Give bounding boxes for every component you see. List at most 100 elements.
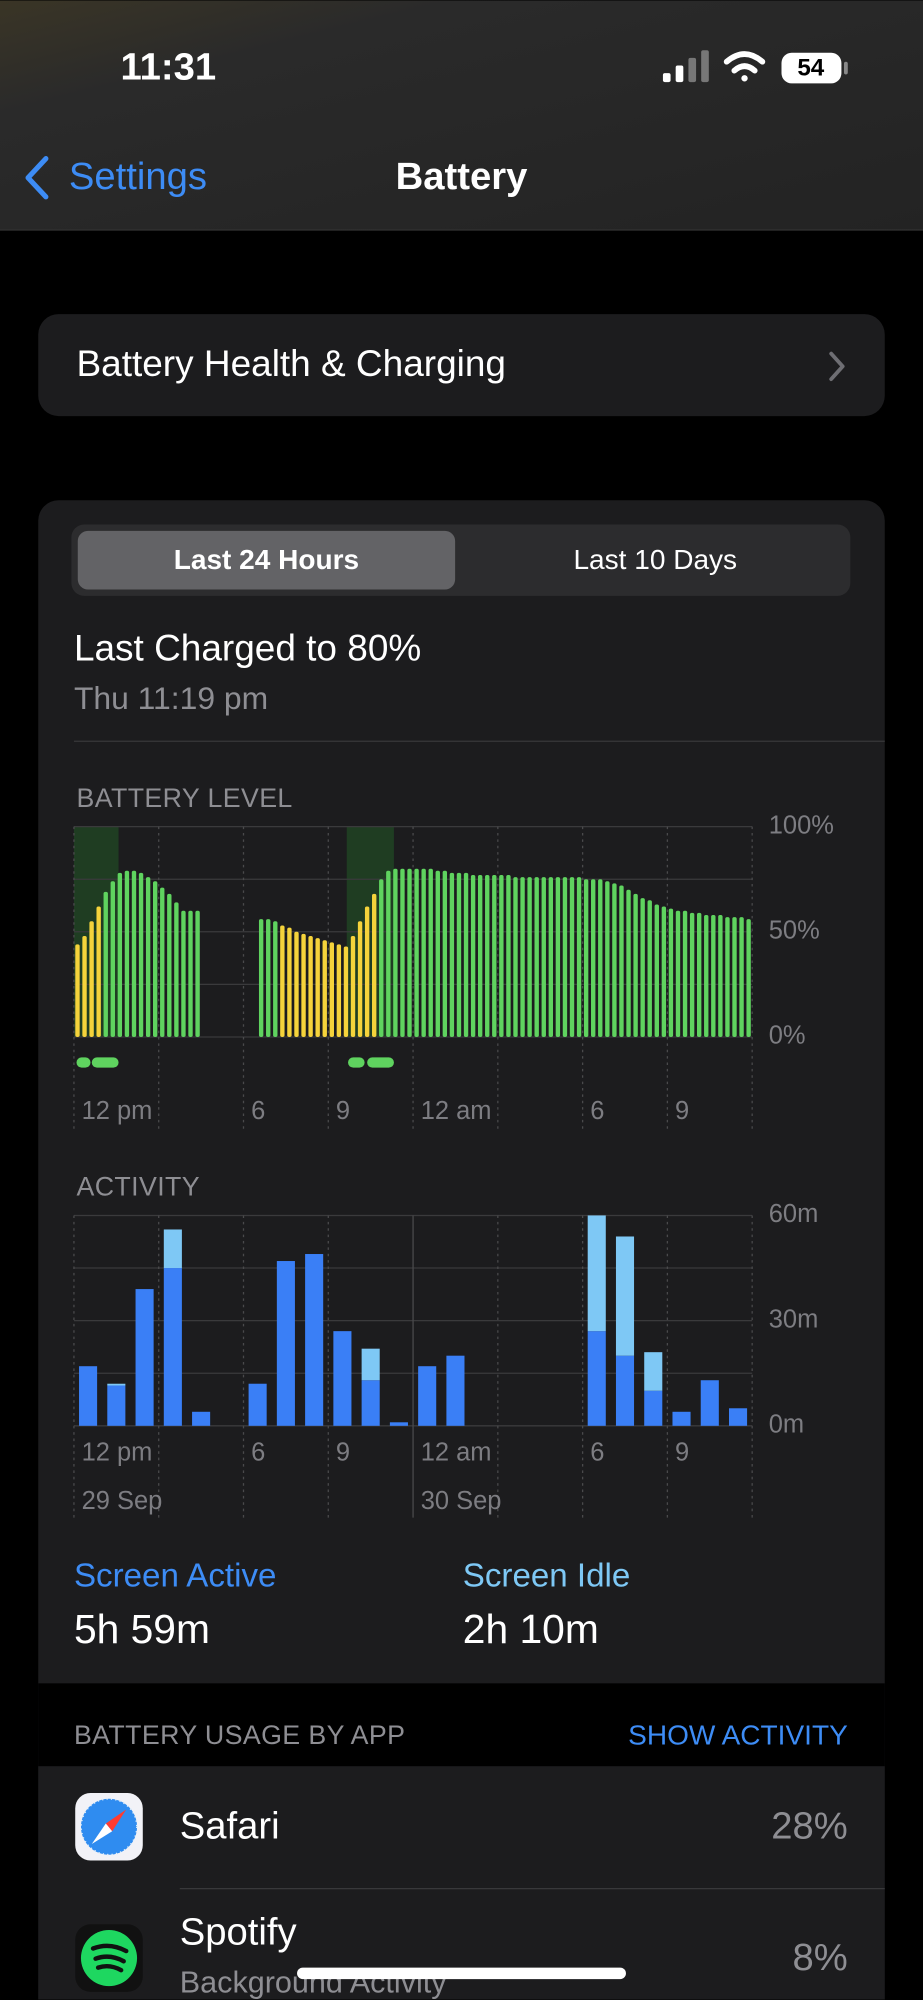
battery-bar bbox=[696, 912, 702, 1037]
battery-bar bbox=[138, 872, 144, 1037]
segment-selected[interactable] bbox=[77, 530, 456, 590]
battery-bar bbox=[583, 879, 589, 1037]
activity-bar bbox=[107, 1385, 126, 1426]
activity-bar bbox=[276, 1261, 295, 1426]
battery-bar bbox=[689, 912, 695, 1037]
activity-bar bbox=[587, 1331, 606, 1426]
app-name[interactable]: Safari bbox=[180, 1805, 280, 1848]
y-tick-label: 50% bbox=[769, 917, 820, 945]
charging-indicator bbox=[91, 1057, 119, 1068]
charging-indicator bbox=[76, 1057, 91, 1068]
battery-bar bbox=[364, 906, 370, 1037]
activity-bar bbox=[700, 1380, 719, 1426]
chart-title: BATTERY LEVEL bbox=[76, 783, 292, 813]
activity-chart: 60m 30m 0m 12 pm 6 9 12 am 6 9 29 Sep 30 Sep bbox=[73, 1200, 818, 1518]
segment[interactable]: Last 24 Hours bbox=[174, 544, 359, 575]
x-tick-label: 12 pm bbox=[82, 1439, 153, 1467]
battery-bar bbox=[506, 874, 511, 1037]
activity-bar bbox=[361, 1348, 380, 1381]
battery-chart: 100% 50% 0% 12 pm 6 9 12 am 6 9 bbox=[73, 811, 834, 1129]
battery-bar bbox=[499, 874, 504, 1037]
battery-bar bbox=[534, 877, 539, 1037]
activity-bar bbox=[248, 1383, 267, 1426]
activity-bar bbox=[79, 1366, 98, 1426]
battery-bar bbox=[421, 868, 426, 1037]
usage-list bbox=[38, 1766, 885, 2000]
wifi-icon bbox=[723, 51, 766, 82]
battery-bar bbox=[174, 902, 179, 1037]
battery-bar bbox=[258, 919, 264, 1037]
app-percent: 28% bbox=[771, 1805, 848, 1848]
date-label: 30 Sep bbox=[421, 1487, 502, 1515]
health-row[interactable] bbox=[38, 314, 885, 417]
battery-bar bbox=[350, 936, 356, 1037]
battery-bar bbox=[167, 893, 172, 1037]
battery-bar bbox=[329, 942, 334, 1037]
battery-bar bbox=[654, 904, 659, 1037]
battery-bar bbox=[287, 927, 292, 1037]
idle-total: 2h 10m bbox=[463, 1606, 599, 1652]
segment[interactable]: Last 10 Days bbox=[573, 544, 737, 575]
x-tick-label: 9 bbox=[675, 1097, 689, 1125]
y-tick-label: 100% bbox=[769, 811, 834, 839]
battery-bar bbox=[103, 891, 108, 1037]
battery-bar bbox=[463, 872, 469, 1037]
x-tick-label: 12 pm bbox=[82, 1097, 153, 1125]
battery-bar bbox=[541, 877, 546, 1037]
activity-bar bbox=[163, 1229, 182, 1269]
battery-bar bbox=[89, 921, 94, 1037]
home-indicator bbox=[297, 1967, 626, 1980]
battery-bar bbox=[668, 908, 674, 1037]
y-tick-label: 0% bbox=[769, 1022, 806, 1050]
battery-bar bbox=[647, 900, 652, 1037]
battery-bar bbox=[711, 914, 716, 1037]
activity-bar bbox=[672, 1411, 691, 1426]
health-label: Battery Health & Charging bbox=[76, 343, 505, 384]
battery-bar bbox=[548, 877, 554, 1037]
activity-bar bbox=[361, 1380, 380, 1426]
battery-bar bbox=[82, 936, 87, 1037]
last-charged: Last Charged to 80% bbox=[74, 627, 421, 668]
x-tick-label: 6 bbox=[251, 1439, 265, 1467]
battery-bar bbox=[605, 881, 610, 1037]
battery-bar bbox=[576, 877, 582, 1037]
battery-bar bbox=[96, 906, 101, 1037]
battery-bar bbox=[75, 944, 80, 1037]
battery-bar bbox=[718, 914, 723, 1037]
back-button[interactable]: Settings bbox=[69, 155, 207, 198]
activity-bar bbox=[644, 1390, 663, 1426]
last-charged-time: Thu 11:19 pm bbox=[74, 680, 268, 716]
battery-bar bbox=[555, 877, 561, 1037]
battery-bar bbox=[181, 910, 186, 1037]
activity-bar bbox=[107, 1383, 126, 1386]
active-total: 5h 59m bbox=[74, 1606, 210, 1652]
battery-bar bbox=[746, 919, 751, 1037]
battery-bar bbox=[725, 917, 730, 1037]
battery-bar bbox=[110, 881, 115, 1037]
battery-bar bbox=[393, 868, 398, 1037]
battery-bar bbox=[124, 870, 130, 1037]
back-chevron[interactable] bbox=[25, 156, 49, 200]
activity-bar bbox=[135, 1289, 154, 1426]
battery-bar bbox=[675, 910, 681, 1037]
battery-card bbox=[38, 500, 885, 2000]
battery-bar bbox=[598, 879, 603, 1037]
battery-bar bbox=[407, 868, 412, 1037]
battery-bar bbox=[414, 868, 419, 1037]
battery-bar bbox=[152, 881, 158, 1037]
show-activity[interactable]: SHOW ACTIVITY bbox=[628, 1719, 848, 1750]
battery-bar bbox=[188, 910, 193, 1037]
battery-bar bbox=[322, 940, 327, 1037]
activity-bar bbox=[333, 1331, 352, 1426]
battery-percent: 54 bbox=[797, 55, 824, 82]
spotify-icon bbox=[75, 1924, 143, 1992]
battery-bar bbox=[569, 877, 575, 1037]
battery-bar bbox=[315, 938, 320, 1037]
battery-bar bbox=[612, 883, 617, 1037]
charging-indicator bbox=[367, 1057, 394, 1068]
battery-bar bbox=[372, 893, 377, 1037]
nav-background bbox=[0, 0, 923, 230]
battery-bar bbox=[336, 944, 342, 1037]
app-name[interactable]: Spotify bbox=[180, 1911, 298, 1954]
battery-bar bbox=[379, 879, 384, 1037]
